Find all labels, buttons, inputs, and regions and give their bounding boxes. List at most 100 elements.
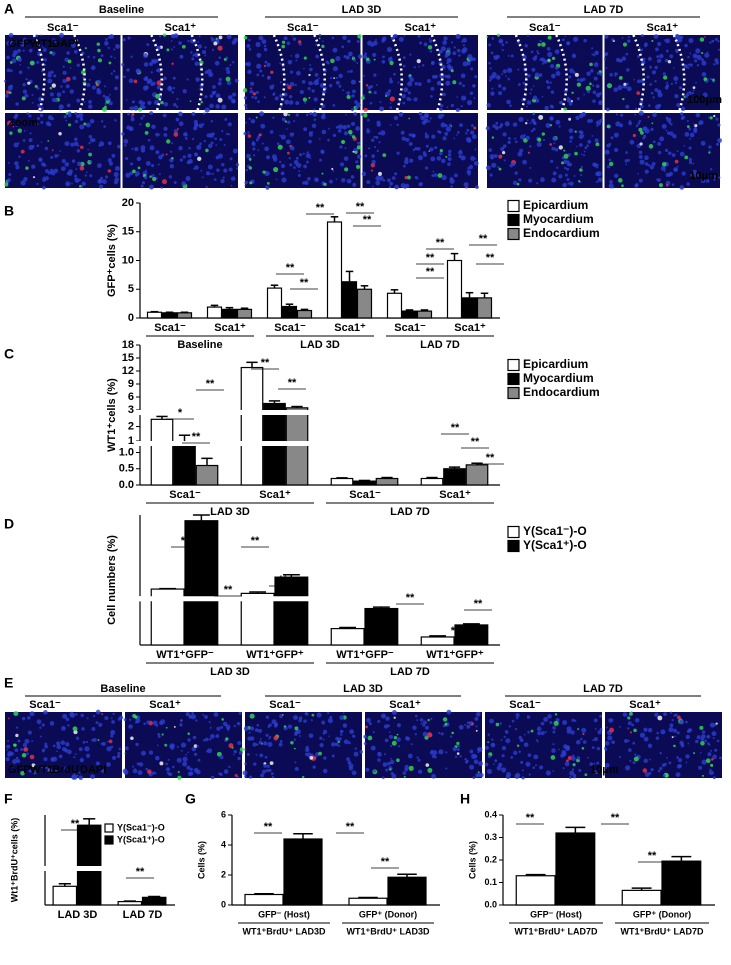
nucleus <box>191 137 195 141</box>
nucleus <box>662 774 666 778</box>
nucleus <box>469 764 475 770</box>
nucleus <box>5 757 10 762</box>
nucleus <box>592 739 594 741</box>
nucleus <box>536 726 542 732</box>
nucleus <box>15 726 19 729</box>
nucleus <box>131 147 134 150</box>
nucleus <box>648 144 654 149</box>
nucleus <box>576 82 582 87</box>
nucleus <box>36 182 39 186</box>
nucleus <box>28 114 32 118</box>
nucleus <box>91 138 96 142</box>
nucleus <box>73 141 79 147</box>
nucleus <box>8 32 14 38</box>
nucleus <box>35 122 39 126</box>
nucleus <box>534 55 538 58</box>
nucleus <box>677 37 683 43</box>
nucleus <box>210 775 215 780</box>
nucleus <box>642 768 648 773</box>
nucleus <box>638 178 643 183</box>
bar <box>240 366 264 486</box>
nucleus <box>456 741 460 746</box>
nucleus <box>124 752 127 755</box>
y-axis-label: Cells (%) <box>467 841 477 879</box>
nucleus <box>184 133 187 136</box>
nucleus <box>92 737 97 742</box>
nucleus <box>560 161 564 165</box>
nucleus <box>177 770 180 774</box>
nucleus <box>66 171 71 175</box>
nucleus <box>710 749 713 752</box>
nucleus <box>486 165 491 171</box>
nucleus <box>54 768 56 771</box>
legend-label: Endocardium <box>523 385 600 399</box>
nucleus <box>293 747 296 750</box>
nucleus <box>261 769 266 774</box>
nucleus <box>211 48 215 51</box>
nucleus <box>695 81 697 84</box>
nucleus <box>24 93 29 98</box>
nucleus <box>335 125 339 129</box>
nucleus <box>318 751 322 756</box>
nucleus <box>27 730 32 735</box>
nucleus <box>672 134 677 139</box>
column-label: Sca1⁻ <box>529 22 561 34</box>
nucleus <box>228 765 231 769</box>
nucleus <box>26 752 29 756</box>
nucleus <box>683 144 686 147</box>
nucleus <box>209 726 212 729</box>
nucleus <box>579 737 583 741</box>
nucleus <box>431 754 436 759</box>
nucleus <box>676 102 681 108</box>
nucleus <box>65 111 69 115</box>
nucleus <box>357 141 361 145</box>
nucleus <box>40 141 43 144</box>
bar <box>341 281 358 319</box>
nucleus <box>410 743 413 746</box>
nucleus <box>701 179 705 184</box>
nucleus <box>286 41 291 46</box>
nucleus <box>611 718 614 722</box>
nucleus <box>372 52 377 58</box>
nucleus <box>375 135 379 139</box>
nucleus <box>255 743 259 746</box>
nucleus <box>160 100 164 105</box>
nucleus <box>493 154 498 158</box>
nucleus <box>373 73 377 77</box>
nucleus <box>422 723 426 727</box>
nucleus <box>47 78 53 84</box>
nucleus <box>379 106 384 112</box>
nucleus <box>599 727 603 731</box>
nucleus <box>717 123 721 127</box>
nucleus <box>568 117 572 121</box>
nucleus <box>67 59 72 64</box>
nucleus <box>440 122 446 128</box>
nucleus <box>209 94 214 98</box>
nucleus <box>40 120 44 124</box>
nucleus <box>567 160 570 163</box>
nucleus <box>617 178 623 183</box>
nucleus <box>101 179 107 185</box>
nucleus <box>104 95 110 101</box>
nucleus <box>659 53 664 59</box>
nucleus <box>396 737 401 742</box>
nucleus <box>204 737 209 742</box>
nucleus <box>578 134 584 140</box>
nucleus <box>564 35 567 38</box>
nucleus <box>197 40 200 43</box>
nucleus <box>389 181 394 186</box>
nucleus <box>173 181 177 185</box>
nucleus <box>686 119 689 123</box>
nucleus <box>408 141 413 146</box>
stain-label: DAPI <box>52 38 78 50</box>
nucleus <box>375 84 378 86</box>
nucleus <box>185 712 190 717</box>
nucleus <box>176 757 182 763</box>
nucleus <box>249 89 254 94</box>
nucleus <box>592 90 597 95</box>
nucleus <box>150 82 154 86</box>
nucleus <box>561 751 567 757</box>
nucleus <box>343 131 349 136</box>
nucleus <box>484 745 489 750</box>
nucleus <box>20 149 25 154</box>
